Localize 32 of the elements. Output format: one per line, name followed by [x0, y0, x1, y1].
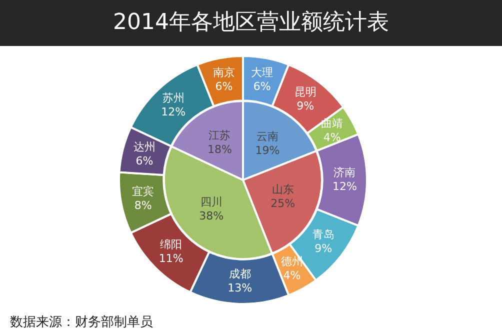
slice-label: 绵阳: [160, 238, 182, 251]
slice-label: 南京: [212, 66, 235, 79]
slice-label: 宜宾: [132, 184, 154, 198]
slice-label: 苏州: [162, 92, 184, 105]
data-label: 25%: [270, 197, 296, 210]
slice-label: 昆明: [294, 86, 316, 99]
slice-label: 江苏: [208, 129, 231, 142]
source-note: 数据来源：财务部制单员: [10, 314, 153, 331]
slice-label: 成都: [228, 267, 251, 280]
slice-label: 大理: [251, 66, 274, 79]
data-label: 12%: [161, 106, 186, 119]
slice-label: 青岛: [312, 228, 334, 242]
data-label: 8%: [134, 198, 152, 212]
data-label: 6%: [215, 80, 233, 93]
slice-label: 山东: [272, 183, 294, 196]
data-label: 38%: [199, 210, 224, 223]
data-label: 4%: [283, 268, 301, 282]
slice-label: 达州: [134, 140, 156, 154]
data-label: 12%: [332, 180, 357, 193]
data-label: 19%: [255, 144, 280, 157]
slice-label: 四川: [200, 196, 222, 209]
data-label: 6%: [136, 154, 154, 168]
data-label: 13%: [228, 281, 252, 294]
data-label: 18%: [207, 143, 232, 156]
data-label: 11%: [158, 252, 184, 265]
slice-label: 济南: [334, 166, 356, 179]
slice-label: 云南: [256, 130, 278, 143]
chart-title: 2014年各地区营业额统计表: [0, 0, 502, 46]
data-label: 9%: [314, 242, 332, 256]
data-label: 6%: [253, 80, 271, 93]
data-label: 4%: [323, 130, 341, 144]
data-label: 9%: [296, 100, 314, 113]
